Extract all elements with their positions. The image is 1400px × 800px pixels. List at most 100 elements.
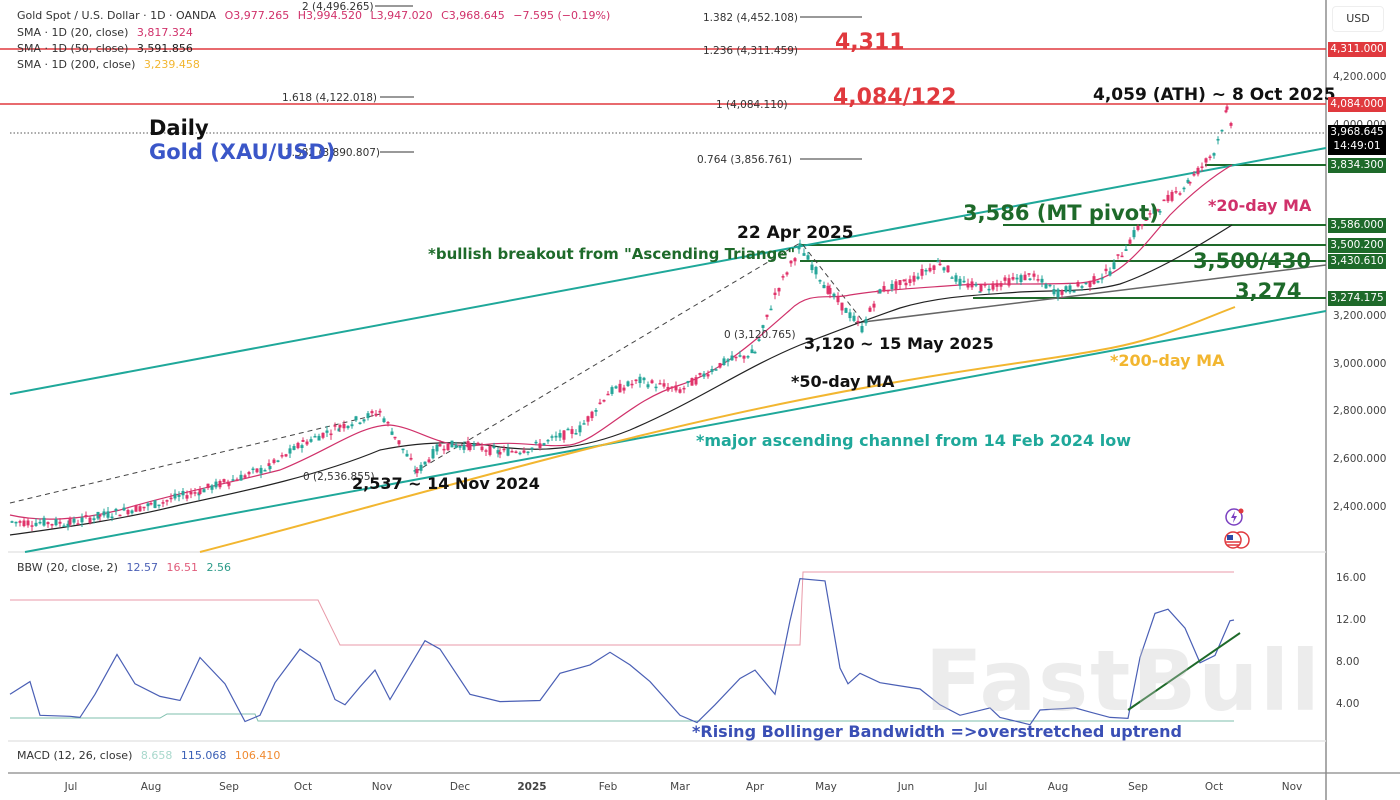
sma50-legend[interactable]: SMA · 1D (50, close) 3,591.856 <box>17 42 198 55</box>
sma200-label: SMA · 1D (200, close) <box>17 58 136 71</box>
x-tick-aug-2024: Aug <box>141 781 162 793</box>
sma200-line <box>199 306 1236 553</box>
ohlc-open: O3,977.265 <box>224 9 290 22</box>
last-price-value: 3,968.645 <box>1330 126 1384 138</box>
fib-label: 1.236 (4,311.459) <box>703 45 798 57</box>
annotation-sup-3500: 3,500/430 <box>1193 249 1311 273</box>
x-tick-aug-2025: Aug <box>1048 781 1069 793</box>
last-price-tag: 3,968.645 14:49:01 <box>1328 125 1386 155</box>
x-tick-jul-2024: Jul <box>64 781 78 793</box>
symbol-legend[interactable]: Gold Spot / U.S. Dollar · 1D · OANDA O3,… <box>17 9 615 22</box>
sma20-legend[interactable]: SMA · 1D (20, close) 3,817.324 <box>17 26 198 39</box>
dashed-trend-lower <box>414 242 801 473</box>
bbw-highest-line <box>10 599 690 646</box>
macd-signal-value: 106.410 <box>234 749 281 762</box>
price-tag-4311: 4,311.000 <box>1328 42 1386 57</box>
annotation-may15: 3,120 ~ 15 May 2025 <box>804 334 994 353</box>
fib-labels: 2 (4,496.265) 1.382 (4,452.108) 1.236 (4… <box>282 1 798 483</box>
watermark: FastBull <box>925 632 1322 730</box>
x-tick-jun-2025: Jun <box>897 781 914 793</box>
y-tick-2800: 2,800.000 <box>1333 405 1386 417</box>
bbw-line <box>9 577 1235 726</box>
annotation-apr22: 22 Apr 2025 <box>737 223 854 243</box>
annotation-channel: *major ascending channel from 14 Feb 202… <box>696 431 1131 450</box>
sma20-label: SMA · 1D (20, close) <box>17 26 129 39</box>
price-tag-3834: 3,834.300 <box>1328 158 1386 173</box>
annotation-res-4311: 4,311 <box>835 30 905 55</box>
bbw-highest-line-2 <box>690 571 1234 646</box>
ohlc-low: L3,947.020 <box>370 9 433 22</box>
annotation-ma50: *50-day MA <box>791 372 895 391</box>
price-tag-4084: 4,084.000 <box>1328 97 1386 112</box>
x-tick-apr-2025: Apr <box>746 781 765 793</box>
x-tick-oct-2024: Oct <box>294 781 312 793</box>
bbw-value: 12.57 <box>126 561 158 574</box>
bbw-tick-16: 16.00 <box>1336 572 1366 584</box>
bar-countdown: 14:49:01 <box>1333 140 1381 152</box>
ohlc-change: −7.595 (−0.19%) <box>513 9 611 22</box>
sma200-legend[interactable]: SMA · 1D (200, close) 3,239.458 <box>17 58 205 71</box>
lightning-event-icon[interactable] <box>1224 506 1246 532</box>
annotation-breakout: *bullish breakout from "Ascending Triang… <box>428 245 795 263</box>
bbw-legend[interactable]: BBW (20, close, 2) 12.57 16.51 2.56 <box>17 561 236 574</box>
sma50-label: SMA · 1D (50, close) <box>17 42 129 55</box>
channel-upper-line <box>9 147 1327 395</box>
x-tick-mar-2025: Mar <box>670 781 690 793</box>
price-tag-3586: 3,586.000 <box>1328 218 1386 233</box>
y-tick-3000: 3,000.000 <box>1333 358 1386 370</box>
bbw-tick-12: 12.00 <box>1336 614 1366 626</box>
fib-label: 0 (2,536.855) <box>303 471 375 483</box>
us-economic-event-icon[interactable] <box>1222 530 1254 554</box>
fib-label: 1 (4,084.110) <box>716 99 788 111</box>
annotation-sup-3274: 3,274 <box>1235 279 1301 303</box>
x-tick-sep-2024: Sep <box>219 781 239 793</box>
fib-ticks <box>375 5 862 160</box>
chart-title: Daily Gold (XAU/USD) <box>149 116 336 164</box>
sma50-value: 3,591.856 <box>136 42 193 55</box>
price-tag-3274: 3,274.175 <box>1328 291 1386 306</box>
annotation-bbw-note: *Rising Bollinger Bandwidth =>overstretc… <box>692 722 1182 741</box>
macd-hist-value: 8.658 <box>140 749 173 762</box>
instrument-title: Gold (XAU/USD) <box>149 140 336 164</box>
annotation-ath: 4,059 (ATH) ~ 8 Oct 2025 <box>1093 85 1336 105</box>
bbw-highest-value: 16.51 <box>166 561 198 574</box>
bbw-tick-4: 4.00 <box>1336 698 1359 710</box>
ohlc-close: C3,968.645 <box>441 9 505 22</box>
bbw-label: BBW (20, close, 2) <box>17 561 118 574</box>
annotation-mt-pivot: 3,586 (MT pivot) <box>963 201 1159 225</box>
sma200-value: 3,239.458 <box>143 58 200 71</box>
bbw-trendline <box>1127 632 1241 711</box>
fib-label: 0.764 (3,856.761) <box>697 154 792 166</box>
annotation-ma20: *20-day MA <box>1208 196 1312 215</box>
price-tag-3500: 3,500.200 <box>1328 238 1386 253</box>
y-tick-4200: 4,200.000 <box>1333 71 1386 83</box>
x-tick-dec-2024: Dec <box>450 781 471 793</box>
fib-label: 0 (3,120.765) <box>724 329 796 341</box>
sma20-value: 3,817.324 <box>136 26 193 39</box>
bbw-lowest-line <box>10 713 1234 722</box>
bbw-lowest-value: 2.56 <box>206 561 231 574</box>
y-tick-3200: 3,200.000 <box>1333 310 1386 322</box>
annotation-ma200: *200-day MA <box>1110 351 1225 370</box>
macd-label: MACD (12, 26, close) <box>17 749 133 762</box>
bbw-tick-8: 8.00 <box>1336 656 1359 668</box>
support-lines <box>800 164 1326 299</box>
annotation-res-4084: 4,084/122 <box>833 85 957 110</box>
x-tick-feb-2025: Feb <box>599 781 618 793</box>
x-tick-jul-2025: Jul <box>974 781 988 793</box>
dashed-retrace <box>802 244 863 321</box>
macd-legend[interactable]: MACD (12, 26, close) 8.658 115.068 106.4… <box>17 749 285 762</box>
fib-label: 1.382 (4,452.108) <box>703 12 798 24</box>
x-tick-2025: 2025 <box>517 781 546 793</box>
macd-value: 115.068 <box>180 749 227 762</box>
time-axis-labels: Jul Aug Sep Oct Nov Dec 2025 Feb Mar Apr… <box>64 781 1303 793</box>
currency-button[interactable]: USD <box>1332 6 1384 32</box>
x-tick-may-2025: May <box>815 781 837 793</box>
price-candles <box>10 104 1233 532</box>
price-tag-3430: 3,430.610 <box>1328 254 1386 269</box>
timeframe-title: Daily <box>149 116 209 140</box>
symbol-name: Gold Spot / U.S. Dollar · 1D · OANDA <box>17 9 217 22</box>
chart-annotations: 4,311 4,084/122 4,059 (ATH) ~ 8 Oct 2025… <box>352 30 1336 741</box>
y-tick-2400: 2,400.000 <box>1333 501 1386 513</box>
